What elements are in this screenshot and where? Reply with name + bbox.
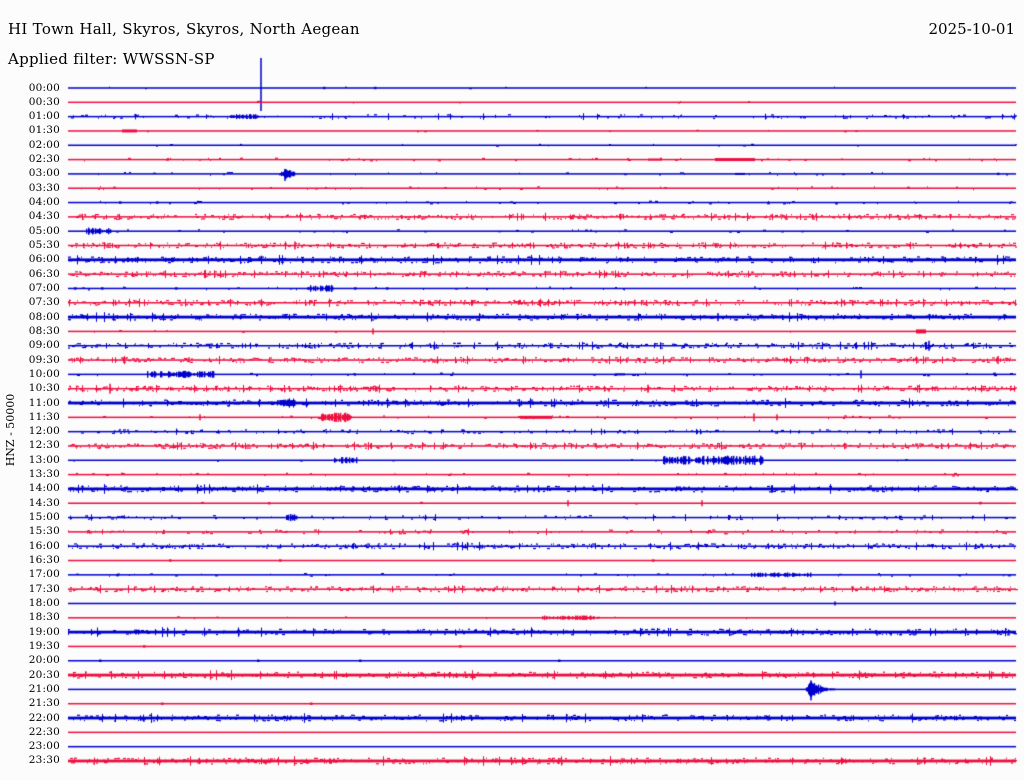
helicorder-canvas: [0, 0, 1024, 780]
